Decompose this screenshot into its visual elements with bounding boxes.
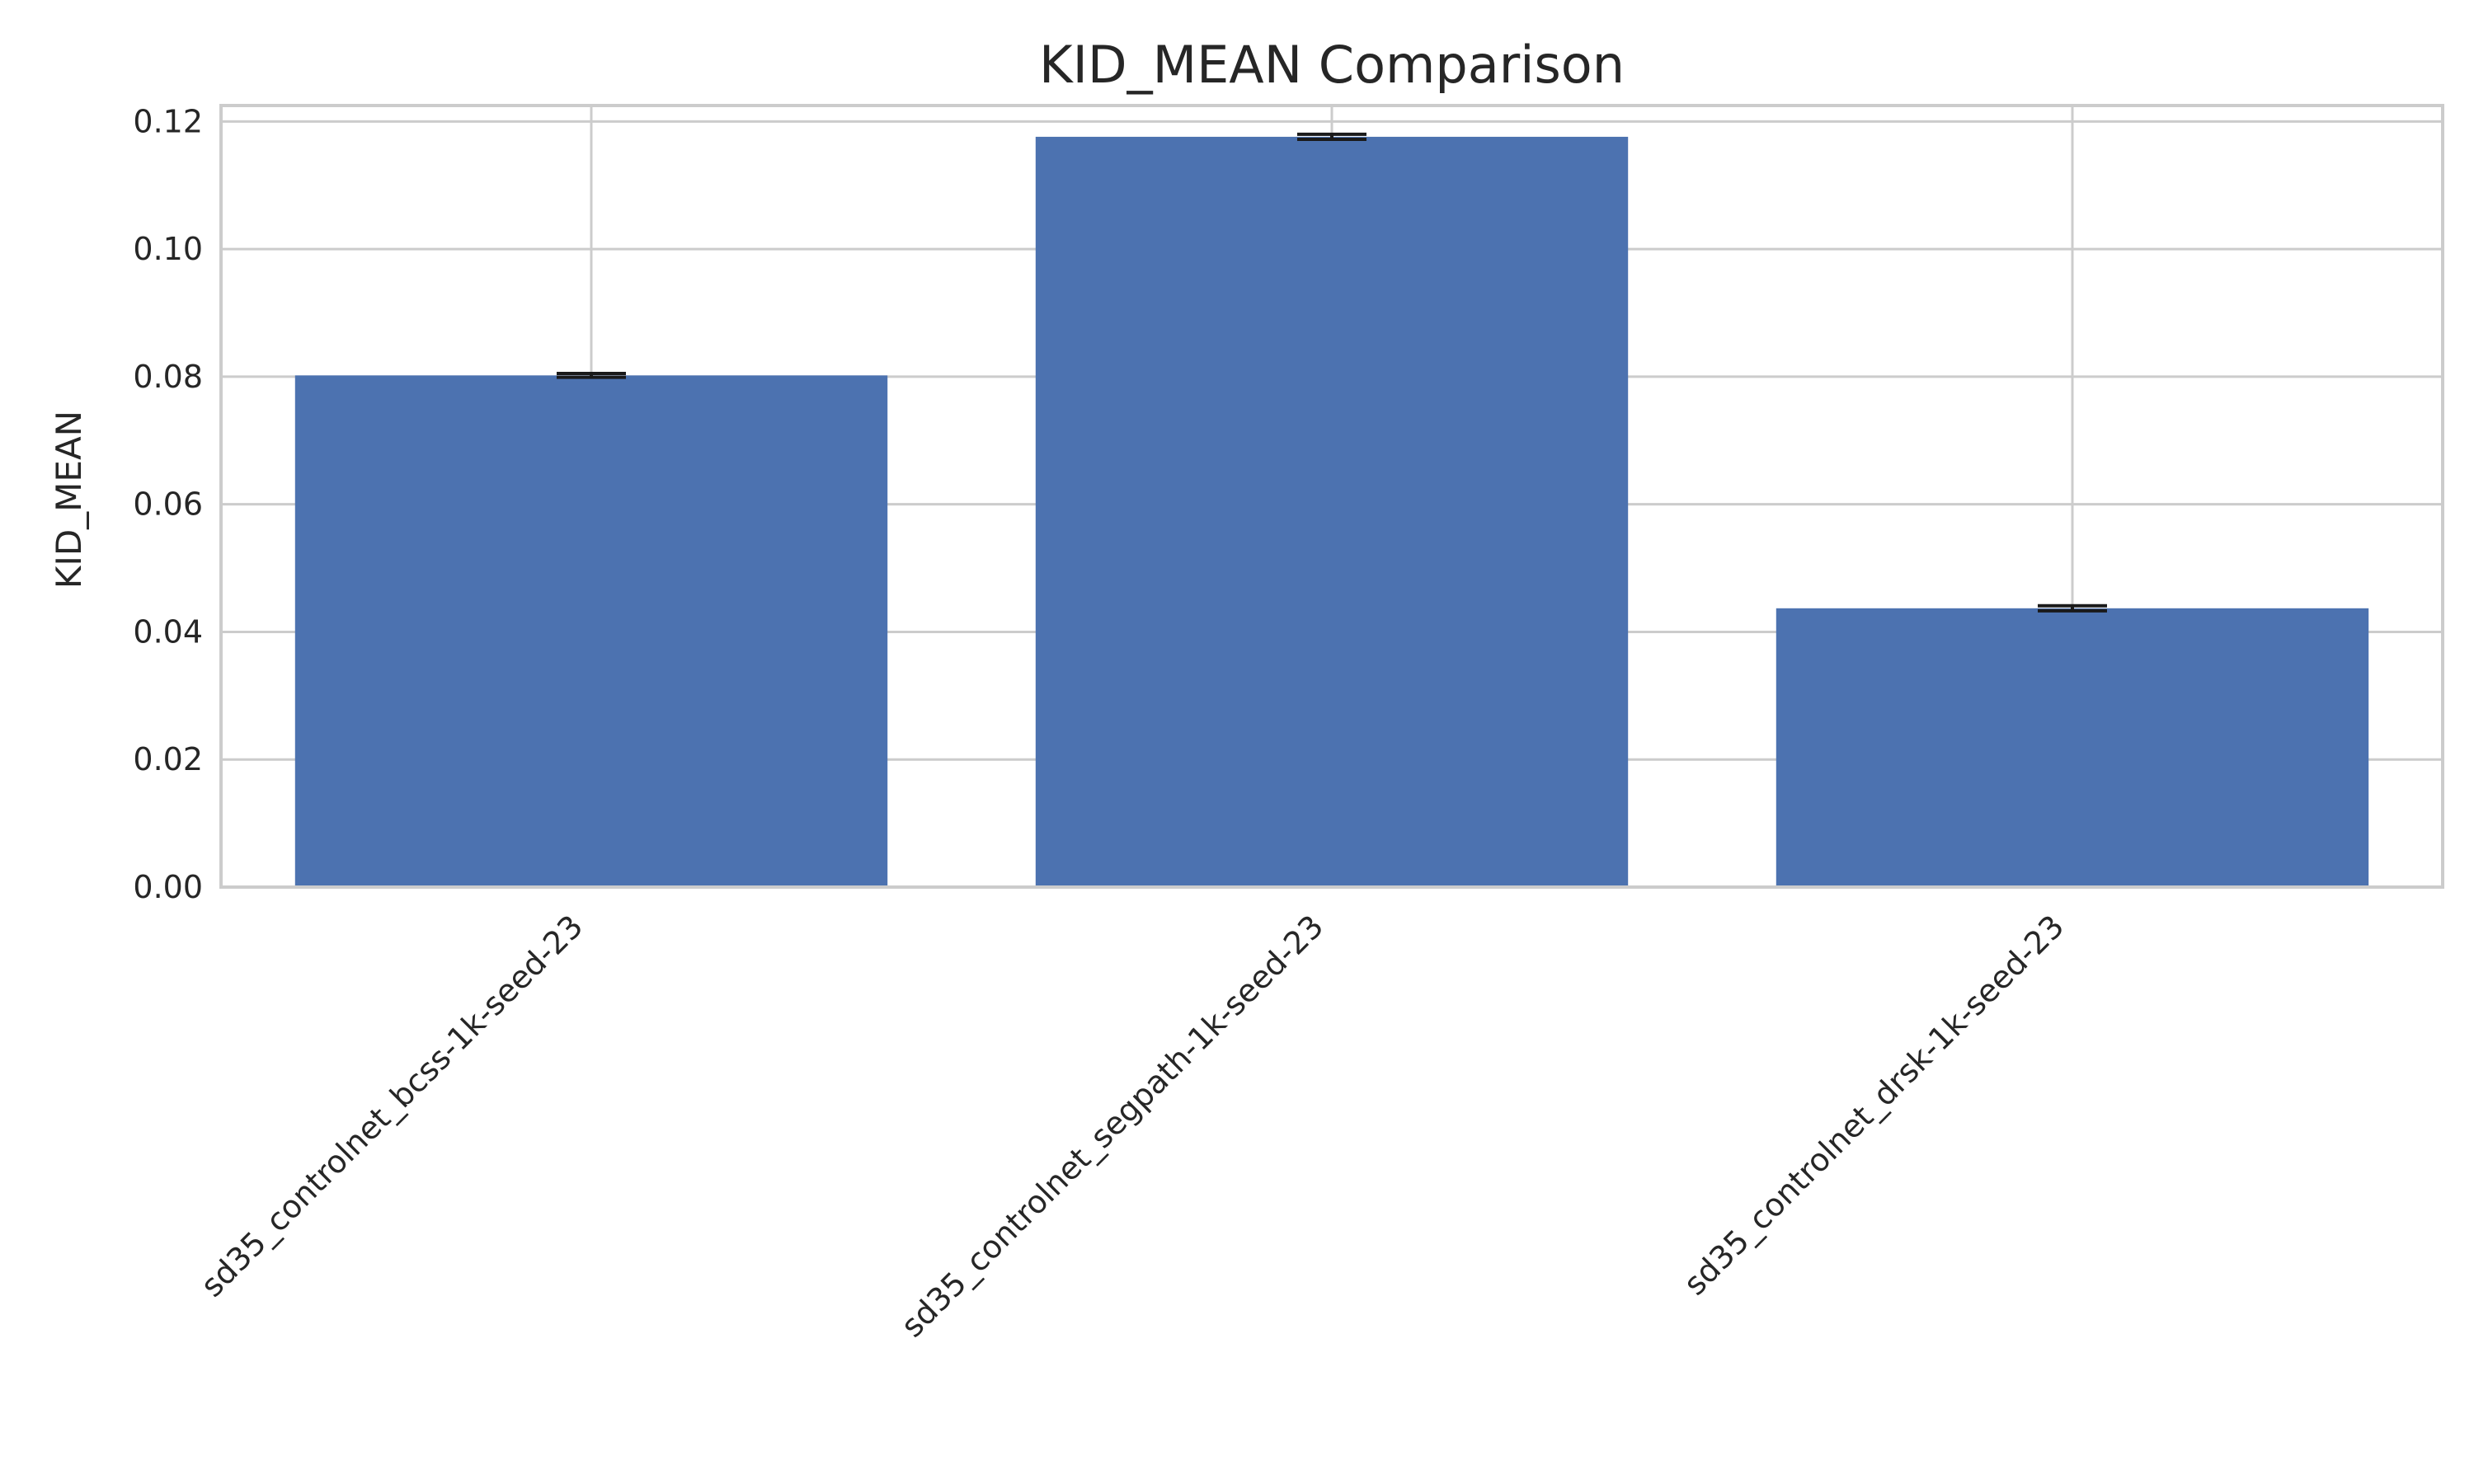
y-tick-label: 0.08 (133, 359, 203, 395)
y-axis-label: KID_MEAN (49, 411, 89, 589)
plot-frame (219, 104, 2444, 889)
x-tick-label: sd35_controlnet_segpath-1k-seed-23 (894, 908, 1330, 1344)
y-tick-label: 0.06 (133, 486, 203, 523)
bar (294, 375, 888, 887)
x-tick-labels: sd35_controlnet_bcss-1k-seed-23 sd35_cont… (194, 908, 2071, 1344)
y-tick-label: 0.04 (133, 613, 203, 650)
bar (1776, 608, 2369, 887)
y-tick-label: 0.12 (133, 103, 203, 139)
bar (1035, 136, 1629, 888)
y-tick-labels: 0.00 0.02 0.04 0.06 0.08 0.10 0.12 (133, 103, 203, 905)
y-tick-label: 0.00 (133, 869, 203, 905)
y-tick-label: 0.02 (133, 741, 203, 777)
bars (294, 136, 2369, 888)
y-tick-label: 0.10 (133, 231, 203, 267)
error-bars (557, 132, 2107, 613)
x-tick-label: sd35_controlnet_drsk-1k-seed-23 (1677, 908, 2071, 1302)
x-tick-label: sd35_controlnet_bcss-1k-seed-23 (194, 908, 590, 1303)
chart-title: KID_MEAN Comparison (1039, 35, 1625, 95)
